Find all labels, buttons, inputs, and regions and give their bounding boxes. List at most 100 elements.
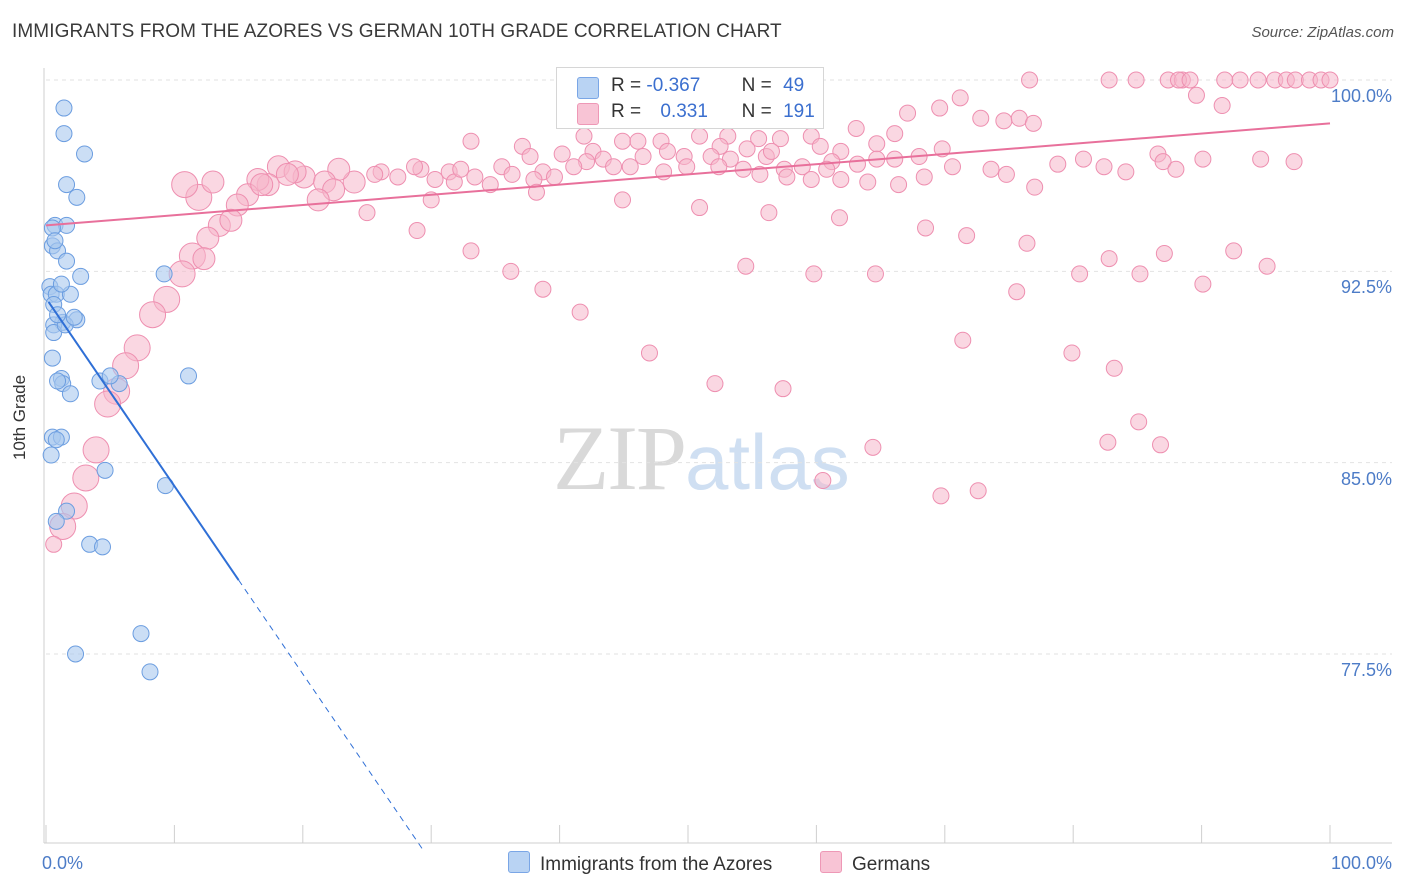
azores-point	[101, 367, 119, 385]
legend-r-value-germans: 0.331	[660, 101, 708, 122]
germans-point	[1095, 158, 1113, 176]
germans-point	[1285, 153, 1303, 171]
germans-point	[932, 487, 950, 505]
azores-point	[155, 265, 173, 283]
germans-point	[1131, 265, 1149, 283]
azores-point	[52, 275, 70, 293]
germans-point	[275, 162, 299, 186]
germans-point	[658, 142, 676, 160]
germans-point	[771, 130, 789, 148]
germans-point	[452, 160, 470, 178]
germans-point	[503, 165, 521, 183]
y-tick-label: 100.0%	[1330, 86, 1392, 106]
germans-point	[995, 112, 1013, 130]
legend-n-value-germans: 191	[783, 101, 815, 122]
azores-point	[47, 512, 65, 530]
germans-point	[575, 127, 593, 145]
legend-n-label: N =	[741, 101, 772, 122]
legend-n-value-azores: 49	[783, 75, 805, 96]
germans-point	[814, 472, 832, 490]
azores-point	[42, 446, 60, 464]
azores-point	[72, 267, 90, 285]
legend-n-label: N =	[741, 75, 772, 96]
azores-point	[76, 145, 94, 163]
germans-point	[1105, 359, 1123, 377]
germans-point	[527, 183, 545, 201]
germans-point	[750, 130, 768, 148]
germans-point	[886, 125, 904, 143]
germans-point	[82, 436, 110, 464]
germans-point	[45, 535, 63, 553]
germans-point	[1100, 250, 1118, 268]
germans-point	[1071, 265, 1089, 283]
germans-point	[545, 168, 563, 186]
azores-point	[68, 188, 86, 206]
germans-point	[997, 165, 1015, 183]
y-tick-label: 92.5%	[1340, 277, 1392, 298]
germans-point	[571, 303, 589, 321]
germans-point	[972, 109, 990, 127]
germans-point	[738, 140, 756, 158]
legend-swatch-azores	[577, 77, 599, 99]
source-label: Source: ZipAtlas.com	[1251, 24, 1394, 41]
watermark: ZIPatlas	[553, 405, 850, 511]
azores-point	[55, 99, 73, 117]
germans-point	[931, 99, 949, 117]
germans-point	[802, 170, 820, 188]
germans-trend-line	[45, 122, 1331, 227]
y-tick-label: 85.0%	[1340, 468, 1392, 489]
germans-point	[1216, 71, 1234, 89]
germans-point	[614, 132, 632, 150]
germans-point	[982, 160, 1000, 178]
germans-point	[1008, 283, 1026, 301]
germans-point	[958, 227, 976, 245]
germans-point	[640, 344, 658, 362]
azores-point	[58, 502, 76, 520]
germans-point	[1249, 71, 1267, 89]
germans-point	[94, 390, 122, 418]
germans-point	[502, 262, 520, 280]
germans-point	[1181, 71, 1199, 89]
germans-point	[171, 171, 199, 199]
germans-point	[1018, 234, 1036, 252]
trend-lines	[45, 122, 1331, 849]
bottom-legend-azores: Immigrants from the Azores	[508, 851, 772, 876]
germans-point	[139, 301, 167, 329]
azores-point	[180, 367, 198, 385]
azores-point	[93, 538, 111, 556]
germans-point	[969, 482, 987, 500]
watermark-zip: ZIP	[553, 407, 687, 509]
germans-point	[72, 464, 100, 492]
germans-point	[706, 375, 724, 393]
azores-points	[41, 99, 198, 681]
germans-point	[534, 280, 552, 298]
germans-point	[859, 173, 877, 191]
azores-point	[58, 252, 76, 270]
germans-point	[944, 158, 962, 176]
germans-point	[1010, 109, 1028, 127]
germans-point	[168, 260, 196, 288]
germans-point	[521, 148, 539, 166]
germans-point	[605, 158, 623, 176]
germans-point	[389, 168, 407, 186]
germans-point	[1026, 178, 1044, 196]
germans-point	[774, 380, 792, 398]
bottom-legend-germans: Germans	[820, 851, 930, 876]
germans-point	[1100, 71, 1118, 89]
legend-r-label: R =	[611, 101, 642, 122]
germans-point	[1099, 433, 1117, 451]
germans-point	[553, 145, 571, 163]
legend-swatch-germans	[577, 103, 599, 125]
germans-point	[426, 170, 444, 188]
germans-point	[899, 104, 917, 122]
germans-point	[408, 222, 426, 240]
germans-point	[1063, 344, 1081, 362]
germans-point	[1252, 150, 1270, 168]
azores-point	[46, 232, 64, 250]
y-axis-label: 10th Grade	[10, 374, 29, 460]
watermark-atlas: atlas	[685, 418, 850, 506]
germans-point	[1154, 153, 1172, 171]
azores-point	[55, 125, 73, 143]
azores-point	[96, 461, 114, 479]
